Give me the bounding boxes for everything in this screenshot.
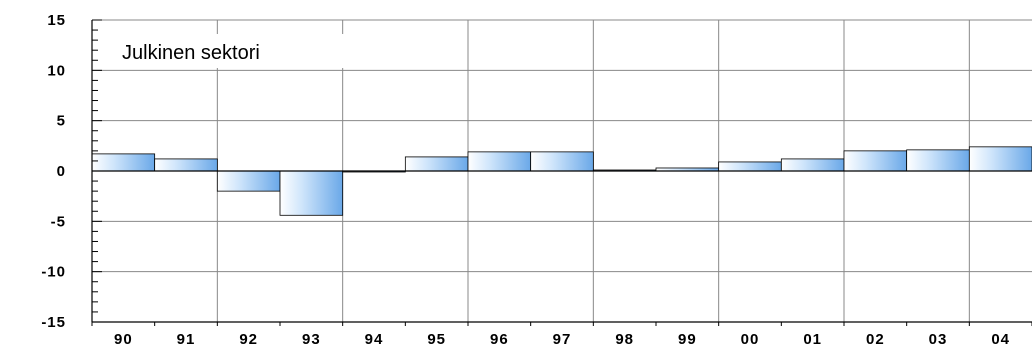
bar-series (91, 146, 1032, 216)
bar-95 (404, 156, 469, 172)
y-tick-label: -10 (41, 264, 66, 281)
x-tick-labels: 90 91 92 93 94 95 96 97 98 99 00 01 02 03 04 (114, 331, 1010, 348)
x-tick-label: 98 (615, 331, 634, 348)
bar-92 (216, 170, 281, 192)
x-tick-label: 96 (490, 331, 509, 348)
y-tick-label: -5 (51, 213, 66, 230)
x-tick-label: 02 (866, 331, 885, 348)
x-tick-label: 94 (365, 331, 384, 348)
bar-02 (843, 150, 908, 172)
x-tick-label: 95 (427, 331, 446, 348)
x-tick-label: 92 (239, 331, 258, 348)
bar-00 (718, 161, 782, 172)
bar-01 (780, 158, 845, 172)
bar-93 (279, 170, 344, 216)
y-tick-label: -15 (41, 314, 66, 331)
x-tick-label: 01 (803, 331, 822, 348)
bar-97 (530, 151, 594, 172)
bar-96 (467, 151, 532, 172)
bar-91 (154, 158, 218, 172)
chart-title: Julkinen sektori (122, 42, 260, 64)
title-background (116, 34, 348, 68)
y-tick-label: 0 (57, 163, 66, 180)
x-tick-label: 97 (553, 331, 572, 348)
x-tick-label: 00 (741, 331, 760, 348)
y-minor-ticks (91, 19, 1032, 326)
bar-90 (91, 153, 156, 172)
y-tick-label: 10 (47, 62, 66, 79)
y-tick-label: 5 (57, 113, 66, 130)
x-tick-label: 90 (114, 331, 133, 348)
x-tick-label: 03 (929, 331, 948, 348)
x-tick-label: 99 (678, 331, 697, 348)
bar-03 (906, 149, 970, 172)
x-tick-label: 93 (302, 331, 321, 348)
bar-04 (968, 146, 1032, 172)
x-tick-label: 91 (177, 331, 196, 348)
y-tick-label: 15 (47, 12, 66, 29)
y-tick-labels: 15 10 5 0 -5 -10 -15 (41, 12, 66, 331)
x-tick-label: 04 (991, 331, 1010, 348)
